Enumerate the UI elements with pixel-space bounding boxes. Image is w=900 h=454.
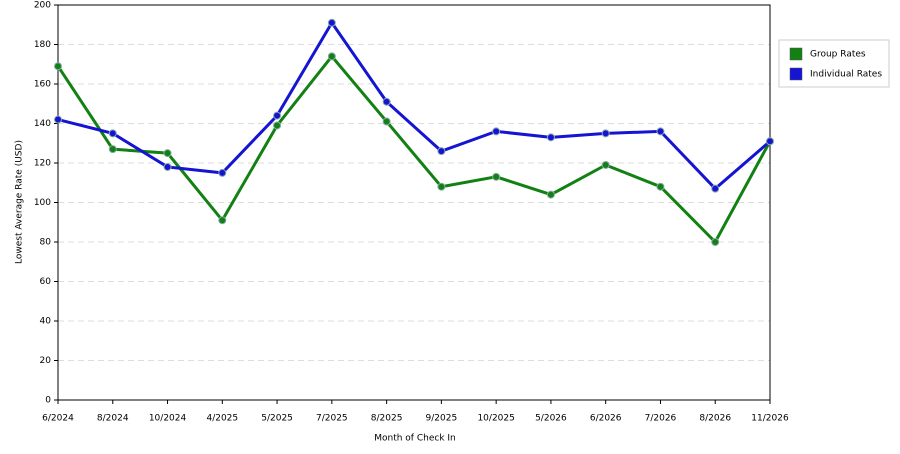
- x-tick-label: 5/2026: [535, 414, 567, 424]
- y-tick-label: 160: [34, 80, 51, 90]
- x-tick-label: 10/2024: [149, 414, 187, 424]
- legend-label: Group Rates: [810, 50, 866, 60]
- point: [437, 147, 446, 156]
- y-axis-label: Lowest Average Rate (USD): [15, 140, 25, 264]
- point: [163, 149, 172, 158]
- y-tick-label: 40: [40, 317, 52, 327]
- y-tick-label: 180: [34, 40, 51, 50]
- point: [273, 121, 282, 130]
- point: [656, 127, 665, 136]
- legend-swatch: [789, 67, 803, 81]
- point: [711, 184, 720, 193]
- x-tick-label: 5/2025: [261, 414, 293, 424]
- point: [163, 162, 172, 171]
- point: [108, 145, 117, 154]
- point: [546, 133, 555, 142]
- x-tick-label: 9/2025: [426, 414, 458, 424]
- x-tick-label: 6/2024: [42, 414, 74, 424]
- x-tick-label: 10/2025: [477, 414, 514, 424]
- y-tick-label: 0: [45, 396, 51, 406]
- point: [546, 190, 555, 199]
- point: [54, 62, 62, 71]
- y-tick-label: 80: [40, 238, 52, 248]
- point: [108, 129, 117, 138]
- legend-swatch: [789, 47, 803, 61]
- point: [218, 216, 227, 225]
- point: [492, 127, 501, 136]
- x-tick-label: 8/2024: [97, 414, 129, 424]
- y-tick-label: 60: [40, 277, 52, 287]
- series-line: [57, 19, 771, 191]
- x-tick-label: 7/2025: [316, 414, 348, 424]
- point: [218, 168, 227, 177]
- point: [492, 172, 501, 181]
- x-axis-label: Month of Check In: [374, 434, 456, 444]
- point: [656, 182, 665, 191]
- point: [382, 117, 391, 126]
- x-tick-label: 11/2026: [751, 414, 789, 424]
- point: [601, 160, 610, 169]
- x-tick-label: 6/2026: [590, 414, 622, 424]
- x-tick-label: 8/2025: [371, 414, 403, 424]
- point: [766, 137, 774, 146]
- plot-frame: [57, 4, 771, 401]
- point: [382, 97, 391, 106]
- x-tick-label: 7/2026: [645, 414, 677, 424]
- y-tick-label: 120: [34, 159, 51, 169]
- y-tick-label: 140: [34, 119, 51, 129]
- point: [711, 238, 720, 246]
- y-tick-label: 20: [40, 356, 52, 366]
- point: [273, 111, 282, 120]
- legend-label: Individual Rates: [810, 70, 882, 80]
- point: [437, 182, 446, 191]
- point: [54, 115, 62, 124]
- y-tick-label: 100: [34, 198, 51, 208]
- point: [327, 52, 336, 61]
- series-line: [56, 53, 772, 245]
- point: [327, 18, 336, 27]
- x-tick-label: 8/2026: [699, 414, 731, 424]
- x-tick-label: 4/2025: [206, 414, 238, 424]
- point: [601, 129, 610, 138]
- y-tick-label: 200: [34, 1, 51, 11]
